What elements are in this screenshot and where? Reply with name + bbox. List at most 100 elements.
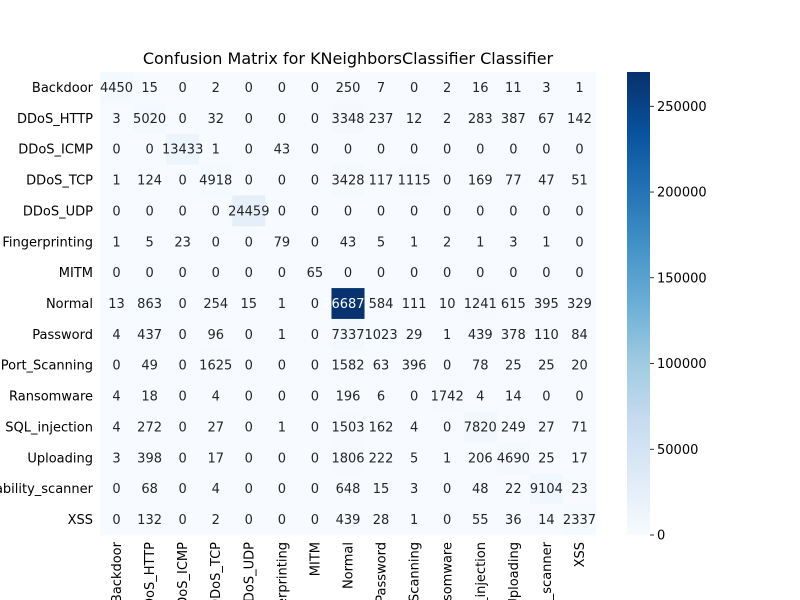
heatmap-cell bbox=[265, 442, 299, 474]
heatmap-cell bbox=[166, 442, 200, 474]
heatmap-cell bbox=[133, 473, 167, 505]
cell-value-label: 1023 bbox=[365, 328, 398, 343]
heatmap-cell bbox=[529, 257, 564, 289]
cell-value-label: 3 bbox=[112, 451, 120, 466]
heatmap-cell bbox=[397, 318, 432, 351]
heatmap-cell bbox=[430, 195, 465, 227]
cell-value-label: 0 bbox=[179, 390, 187, 405]
heatmap-cell bbox=[496, 133, 531, 165]
heatmap-cell bbox=[298, 288, 332, 320]
heatmap-cell bbox=[463, 164, 498, 196]
heatmap-cell bbox=[562, 164, 597, 196]
y-tick-label: Uploading bbox=[27, 451, 93, 466]
cell-value-label: 111 bbox=[402, 297, 427, 312]
heatmap-cell bbox=[562, 442, 597, 474]
cell-value-label: 0 bbox=[311, 451, 319, 466]
heatmap-cell bbox=[133, 349, 167, 382]
cell-value-label: 67 bbox=[538, 112, 555, 127]
heatmap-cell bbox=[265, 102, 299, 135]
cell-value-label: 0 bbox=[245, 235, 253, 250]
chart-title: Confusion Matrix for KNeighborsClassifie… bbox=[143, 49, 554, 68]
heatmap-cell bbox=[166, 318, 200, 351]
cell-value-label: 0 bbox=[377, 204, 385, 219]
heatmap-cell bbox=[496, 473, 531, 505]
heatmap-cell bbox=[331, 473, 365, 505]
cell-value-label: 0 bbox=[476, 266, 484, 281]
cell-value-label: 0 bbox=[311, 482, 319, 497]
heatmap-cell bbox=[133, 288, 167, 320]
cell-value-label: 43 bbox=[340, 235, 357, 250]
heatmap-cell bbox=[265, 226, 299, 258]
heatmap-cell bbox=[397, 504, 432, 536]
cell-value-label: 283 bbox=[468, 112, 493, 127]
heatmap-cell bbox=[133, 133, 167, 165]
x-tick-label: Uploading bbox=[507, 542, 522, 600]
x-tick-label: DDoS_UDP bbox=[242, 542, 257, 600]
cell-value-label: 6 bbox=[377, 390, 385, 405]
heatmap-cell bbox=[232, 504, 266, 536]
cell-value-label: 0 bbox=[311, 204, 319, 219]
heatmap-cell bbox=[496, 288, 531, 320]
heatmap-cell bbox=[397, 411, 432, 443]
heatmap-cell bbox=[265, 195, 299, 227]
heatmap-cell bbox=[265, 133, 299, 165]
heatmap-cell bbox=[364, 411, 398, 443]
heatmap-cell bbox=[364, 164, 398, 196]
x-tick-label: DDoS_TCP bbox=[209, 542, 224, 600]
y-tick-label: Ransomware bbox=[9, 390, 93, 405]
heatmap-cell bbox=[430, 164, 465, 196]
heatmap-cell bbox=[463, 226, 498, 258]
cell-value-label: 5 bbox=[145, 235, 153, 250]
heatmap-cell bbox=[463, 442, 498, 474]
heatmap-cell bbox=[562, 226, 597, 258]
cell-value-label: 23 bbox=[174, 235, 191, 250]
cell-value-label: 1 bbox=[278, 420, 286, 435]
heatmap-cell bbox=[232, 473, 266, 505]
heatmap-cell bbox=[364, 349, 398, 382]
cell-value-label: 0 bbox=[311, 328, 319, 343]
heatmap-cell bbox=[232, 195, 266, 227]
heatmap-cell bbox=[397, 288, 432, 320]
heatmap-cell bbox=[100, 226, 134, 258]
heatmap-cell bbox=[496, 380, 531, 412]
cell-value-label: 0 bbox=[145, 204, 153, 219]
heatmap-cell bbox=[529, 133, 564, 165]
cell-value-label: 0 bbox=[179, 112, 187, 127]
cell-value-label: 0 bbox=[179, 420, 187, 435]
cell-value-label: 9104 bbox=[530, 482, 563, 497]
cell-value-label: 3 bbox=[410, 482, 418, 497]
cell-value-label: 1625 bbox=[199, 359, 232, 374]
cell-value-label: 12 bbox=[406, 112, 423, 127]
cell-value-label: 0 bbox=[344, 204, 352, 219]
heatmap-cell bbox=[100, 349, 134, 382]
heatmap-cell bbox=[331, 288, 365, 320]
cell-value-label: 3428 bbox=[331, 174, 364, 189]
heatmap-cell bbox=[463, 102, 498, 135]
cell-value-label: 18 bbox=[141, 390, 158, 405]
heatmap-cell bbox=[232, 133, 266, 165]
heatmap-cell bbox=[265, 411, 299, 443]
heatmap-cell bbox=[166, 288, 200, 320]
cell-value-label: 22 bbox=[505, 482, 522, 497]
cell-value-label: 51 bbox=[571, 174, 588, 189]
y-tick-label: Port_Scanning bbox=[1, 359, 93, 374]
heatmap-cell bbox=[100, 72, 134, 104]
cell-value-label: 0 bbox=[179, 359, 187, 374]
y-tick-label: Password bbox=[32, 328, 93, 343]
heatmap-cell bbox=[100, 318, 134, 351]
heatmap-cell bbox=[562, 102, 597, 135]
cell-value-label: 110 bbox=[534, 328, 559, 343]
cell-value-label: 169 bbox=[468, 174, 493, 189]
x-tick-label: MITM bbox=[308, 542, 323, 576]
heatmap-cell bbox=[133, 164, 167, 196]
heatmap-cell bbox=[199, 473, 233, 505]
cell-value-label: 0 bbox=[575, 266, 583, 281]
cell-value-label: 4 bbox=[212, 482, 220, 497]
heatmap-cells bbox=[100, 72, 597, 536]
heatmap-cell bbox=[133, 442, 167, 474]
heatmap-cell bbox=[496, 164, 531, 196]
heatmap-cell bbox=[166, 72, 200, 104]
cell-value-label: 47 bbox=[538, 174, 555, 189]
heatmap-cell bbox=[430, 349, 465, 382]
